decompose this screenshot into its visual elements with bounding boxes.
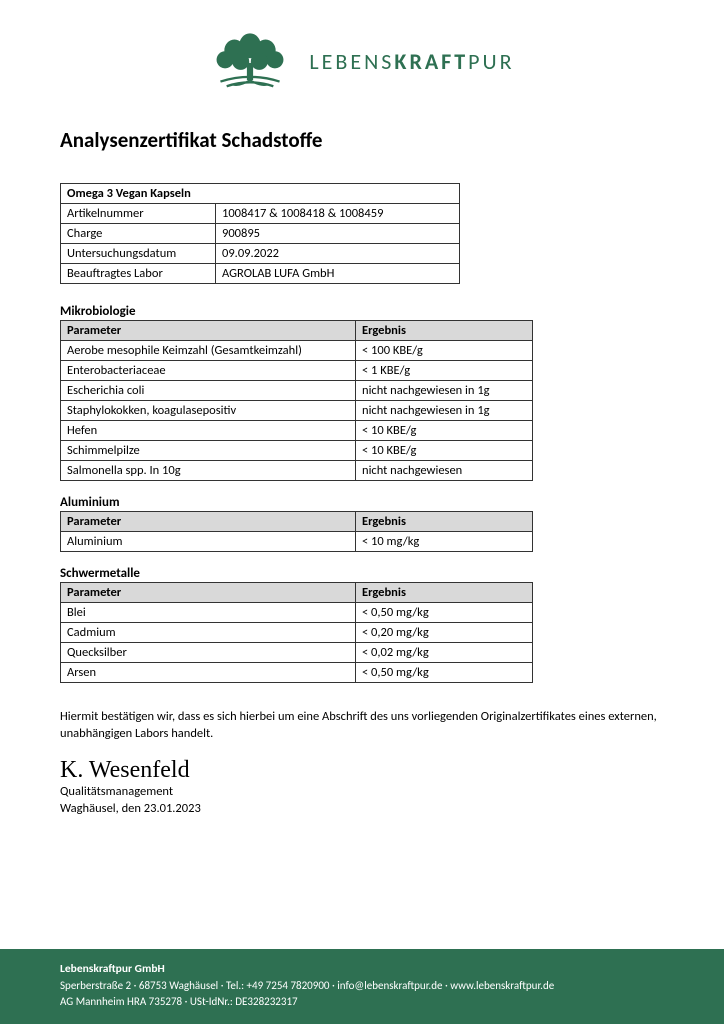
section-title-mikrobiologie: Mikrobiologie: [60, 304, 664, 319]
param-cell: Schimmelpilze: [61, 441, 356, 461]
param-cell: Aluminium: [61, 532, 356, 552]
col-parameter: Parameter: [61, 583, 356, 603]
footer-line-2: AG Mannheim HRA 735278 · USt-IdNr.: DE32…: [60, 994, 664, 1010]
table-row: Beauftragtes LaborAGROLAB LUFA GmbH: [61, 264, 460, 284]
brand-part-3: PUR: [468, 48, 514, 75]
signature-place-date: Waghäusel, den 23.01.2023: [60, 801, 664, 818]
param-cell: Hefen: [61, 421, 356, 441]
info-label: Artikelnummer: [61, 204, 216, 224]
product-info-table: Omega 3 Vegan Kapseln Artikelnummer10084…: [60, 183, 460, 284]
param-cell: Blei: [61, 603, 356, 623]
tree-icon: [209, 24, 291, 99]
brand-name: LEBENSKRAFTPUR: [309, 48, 514, 75]
table-row: Salmonella spp. In 10gnicht nachgewiesen: [61, 461, 533, 481]
confirmation-text: Hiermit bestätigen wir, dass es sich hie…: [60, 709, 664, 743]
info-value: 900895: [216, 224, 460, 244]
signature-role: Qualitätsmanagement: [60, 784, 664, 801]
product-name: Omega 3 Vegan Kapseln: [61, 184, 460, 204]
table-row: Quecksilber< 0,02 mg/kg: [61, 643, 533, 663]
col-ergebnis: Ergebnis: [356, 512, 533, 532]
info-value: 09.09.2022: [216, 244, 460, 264]
table-row: Artikelnummer1008417 & 1008418 & 1008459: [61, 204, 460, 224]
table-row: Charge900895: [61, 224, 460, 244]
footer-line-1: Sperberstraße 2 · 68753 Waghäusel · Tel.…: [60, 978, 664, 994]
brand-part-1: LEBENS: [309, 48, 394, 75]
table-row: Staphylokokken, koagulasepositivnicht na…: [61, 401, 533, 421]
result-cell: < 10 KBE/g: [356, 441, 533, 461]
result-cell: < 100 KBE/g: [356, 341, 533, 361]
table-row: Aerobe mesophile Keimzahl (Gesamtkeimzah…: [61, 341, 533, 361]
aluminium-table: ParameterErgebnis Aluminium< 10 mg/kg: [60, 511, 533, 552]
table-row: Schimmelpilze< 10 KBE/g: [61, 441, 533, 461]
result-cell: < 0,50 mg/kg: [356, 603, 533, 623]
table-row: Untersuchungsdatum09.09.2022: [61, 244, 460, 264]
col-parameter: Parameter: [61, 512, 356, 532]
result-cell: < 0,50 mg/kg: [356, 663, 533, 683]
param-cell: Salmonella spp. In 10g: [61, 461, 356, 481]
col-ergebnis: Ergebnis: [356, 321, 533, 341]
result-cell: < 0,20 mg/kg: [356, 623, 533, 643]
param-cell: Enterobacteriaceae: [61, 361, 356, 381]
table-row: Blei< 0,50 mg/kg: [61, 603, 533, 623]
param-cell: Quecksilber: [61, 643, 356, 663]
info-label: Beauftragtes Labor: [61, 264, 216, 284]
col-ergebnis: Ergebnis: [356, 583, 533, 603]
table-row: Enterobacteriaceae< 1 KBE/g: [61, 361, 533, 381]
param-cell: Aerobe mesophile Keimzahl (Gesamtkeimzah…: [61, 341, 356, 361]
section-title-schwermetalle: Schwermetalle: [60, 566, 664, 581]
result-cell: < 10 mg/kg: [356, 532, 533, 552]
info-label: Charge: [61, 224, 216, 244]
result-cell: nicht nachgewiesen: [356, 461, 533, 481]
section-title-aluminium: Aluminium: [60, 495, 664, 510]
page-title: Analysenzertifikat Schadstoffe: [60, 127, 664, 153]
logo: LEBENSKRAFTPUR: [60, 24, 664, 99]
result-cell: nicht nachgewiesen in 1g: [356, 401, 533, 421]
brand-part-2: KRAFT: [394, 48, 468, 75]
result-cell: < 0,02 mg/kg: [356, 643, 533, 663]
col-parameter: Parameter: [61, 321, 356, 341]
table-row: Escherichia colinicht nachgewiesen in 1g: [61, 381, 533, 401]
footer-company: Lebenskraftpur GmbH: [60, 961, 664, 978]
param-cell: Arsen: [61, 663, 356, 683]
signature: K. Wesenfeld: [60, 757, 664, 784]
info-value: AGROLAB LUFA GmbH: [216, 264, 460, 284]
result-cell: < 10 KBE/g: [356, 421, 533, 441]
result-cell: < 1 KBE/g: [356, 361, 533, 381]
footer: Lebenskraftpur GmbH Sperberstraße 2 · 68…: [0, 949, 724, 1024]
table-row: Hefen< 10 KBE/g: [61, 421, 533, 441]
table-row: Arsen< 0,50 mg/kg: [61, 663, 533, 683]
info-value: 1008417 & 1008418 & 1008459: [216, 204, 460, 224]
param-cell: Staphylokokken, koagulasepositiv: [61, 401, 356, 421]
schwermetalle-table: ParameterErgebnis Blei< 0,50 mg/kg Cadmi…: [60, 582, 533, 683]
info-label: Untersuchungsdatum: [61, 244, 216, 264]
mikrobiologie-table: ParameterErgebnis Aerobe mesophile Keimz…: [60, 320, 533, 481]
table-row: Aluminium< 10 mg/kg: [61, 532, 533, 552]
param-cell: Cadmium: [61, 623, 356, 643]
result-cell: nicht nachgewiesen in 1g: [356, 381, 533, 401]
param-cell: Escherichia coli: [61, 381, 356, 401]
table-row: Cadmium< 0,20 mg/kg: [61, 623, 533, 643]
